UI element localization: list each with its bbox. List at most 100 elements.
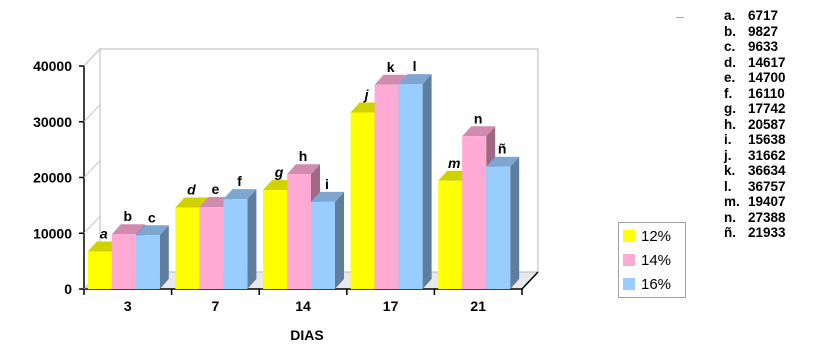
value-list-key: m.: [724, 194, 740, 209]
value-list-value: 14700: [748, 70, 786, 85]
bar-label: j: [363, 86, 370, 102]
value-list-value: 15638: [748, 132, 786, 147]
value-list-item: e. 14700: [724, 70, 786, 86]
value-list-value: 17742: [748, 101, 786, 116]
bar-front: [438, 180, 463, 289]
bar-side: [335, 191, 344, 289]
y-tick-label: 40000: [33, 58, 72, 74]
bar-label: ñ: [498, 141, 507, 157]
bar-top: [374, 74, 408, 85]
value-list-item: b. 9827: [724, 24, 786, 40]
bar: [398, 74, 432, 289]
bar-side: [247, 189, 257, 289]
bar-front: [398, 84, 423, 289]
bar-top: [287, 164, 320, 175]
bar-label: g: [274, 164, 284, 180]
value-list-key: c.: [724, 39, 736, 54]
value-list-item: a. 6717: [724, 8, 786, 24]
legend-swatch: [623, 230, 635, 242]
legend-item: 14%: [623, 250, 671, 270]
value-list-item: c. 9633: [724, 39, 786, 55]
y-gridline-depth: [83, 160, 101, 178]
y-tick-label: 10000: [33, 225, 72, 241]
bar-front: [111, 234, 136, 289]
value-list-item: m. 19407: [724, 194, 786, 210]
y-gridline-depth: [83, 215, 101, 234]
value-list-value: 21933: [748, 225, 786, 240]
bar-label: d: [187, 182, 196, 198]
bar-label: k: [387, 59, 395, 75]
bar: [486, 156, 520, 289]
bar-front: [374, 84, 399, 290]
value-list-value: 9633: [748, 39, 779, 54]
bar: [223, 189, 257, 289]
bar-label: e: [212, 181, 220, 197]
x-tick-label: 17: [383, 298, 399, 314]
y-gridline-depth: [83, 104, 101, 123]
value-list: a. 6717 b. 9827 c. 9633 d. 14617 e. 14700 f. 16110 g…: [724, 8, 786, 241]
value-list-key: i.: [724, 132, 732, 147]
value-list-item: k. 36634: [724, 163, 786, 179]
value-list-value: 20587: [748, 116, 786, 132]
divider-mark: [676, 17, 684, 18]
bar-top: [462, 126, 496, 137]
y-tick-label: 20000: [33, 170, 72, 186]
bar-top: [398, 74, 432, 85]
bar: [311, 191, 344, 289]
bar-label: l: [413, 58, 417, 74]
bar-label: f: [237, 173, 242, 189]
bar-front: [311, 201, 335, 289]
x-tick-label: 7: [212, 298, 220, 314]
bar-label: c: [148, 209, 156, 225]
chart-bars: [87, 74, 520, 290]
bar-top: [175, 197, 209, 208]
bar-side: [422, 74, 432, 289]
value-list-item: d. 14617: [724, 55, 786, 71]
value-list-value: 36757: [748, 178, 786, 194]
value-list-item: g. 17742: [724, 101, 786, 117]
value-list-key: j.: [724, 147, 732, 163]
x-tick-label: 14: [295, 298, 311, 314]
legend-label: 12%: [641, 227, 672, 245]
value-list-value: 36634: [748, 163, 786, 178]
value-list-key: n.: [724, 209, 736, 225]
bar-top: [311, 191, 344, 202]
value-list-key: k.: [724, 163, 736, 178]
value-list-item: l. 36757: [724, 179, 786, 195]
x-axis-title: DIAS: [290, 327, 323, 343]
bar-side: [510, 156, 520, 289]
value-list-item: j. 31662: [724, 148, 786, 164]
value-list-value: 31662: [748, 147, 786, 163]
legend-item: 16%: [623, 274, 671, 294]
bar-front: [199, 207, 224, 289]
value-list-key: d.: [724, 54, 736, 70]
bar-top: [486, 156, 520, 167]
value-list-item: f. 16110: [724, 86, 786, 102]
value-list-key: a.: [724, 8, 736, 23]
value-list-value: 16110: [748, 85, 785, 101]
bar-front: [223, 199, 248, 289]
x-tick-label: 3: [124, 298, 132, 314]
x-axis-depth-line: [521, 271, 539, 290]
bar-top: [111, 224, 145, 235]
bar-front: [135, 235, 160, 289]
bar-front: [287, 174, 311, 289]
value-list-value: 9827: [748, 23, 779, 39]
bar-side: [159, 225, 169, 289]
bar-top: [223, 189, 257, 200]
legend-item: 12%: [623, 226, 671, 246]
legend-swatch: [623, 278, 635, 290]
bar-label: n: [474, 110, 483, 126]
chart-legend: 12% 14% 16%: [618, 222, 686, 298]
value-list-item: i. 15638: [724, 132, 786, 148]
legend-label: 14%: [641, 251, 672, 269]
value-list-value: 19407: [748, 194, 786, 209]
bar-label: b: [124, 208, 133, 224]
bar-label: m: [448, 155, 460, 171]
bar: [135, 225, 169, 289]
bar-front: [486, 166, 511, 289]
legend-swatch: [623, 254, 635, 266]
value-list-key: l.: [724, 178, 732, 194]
value-list-key: h.: [724, 116, 736, 132]
